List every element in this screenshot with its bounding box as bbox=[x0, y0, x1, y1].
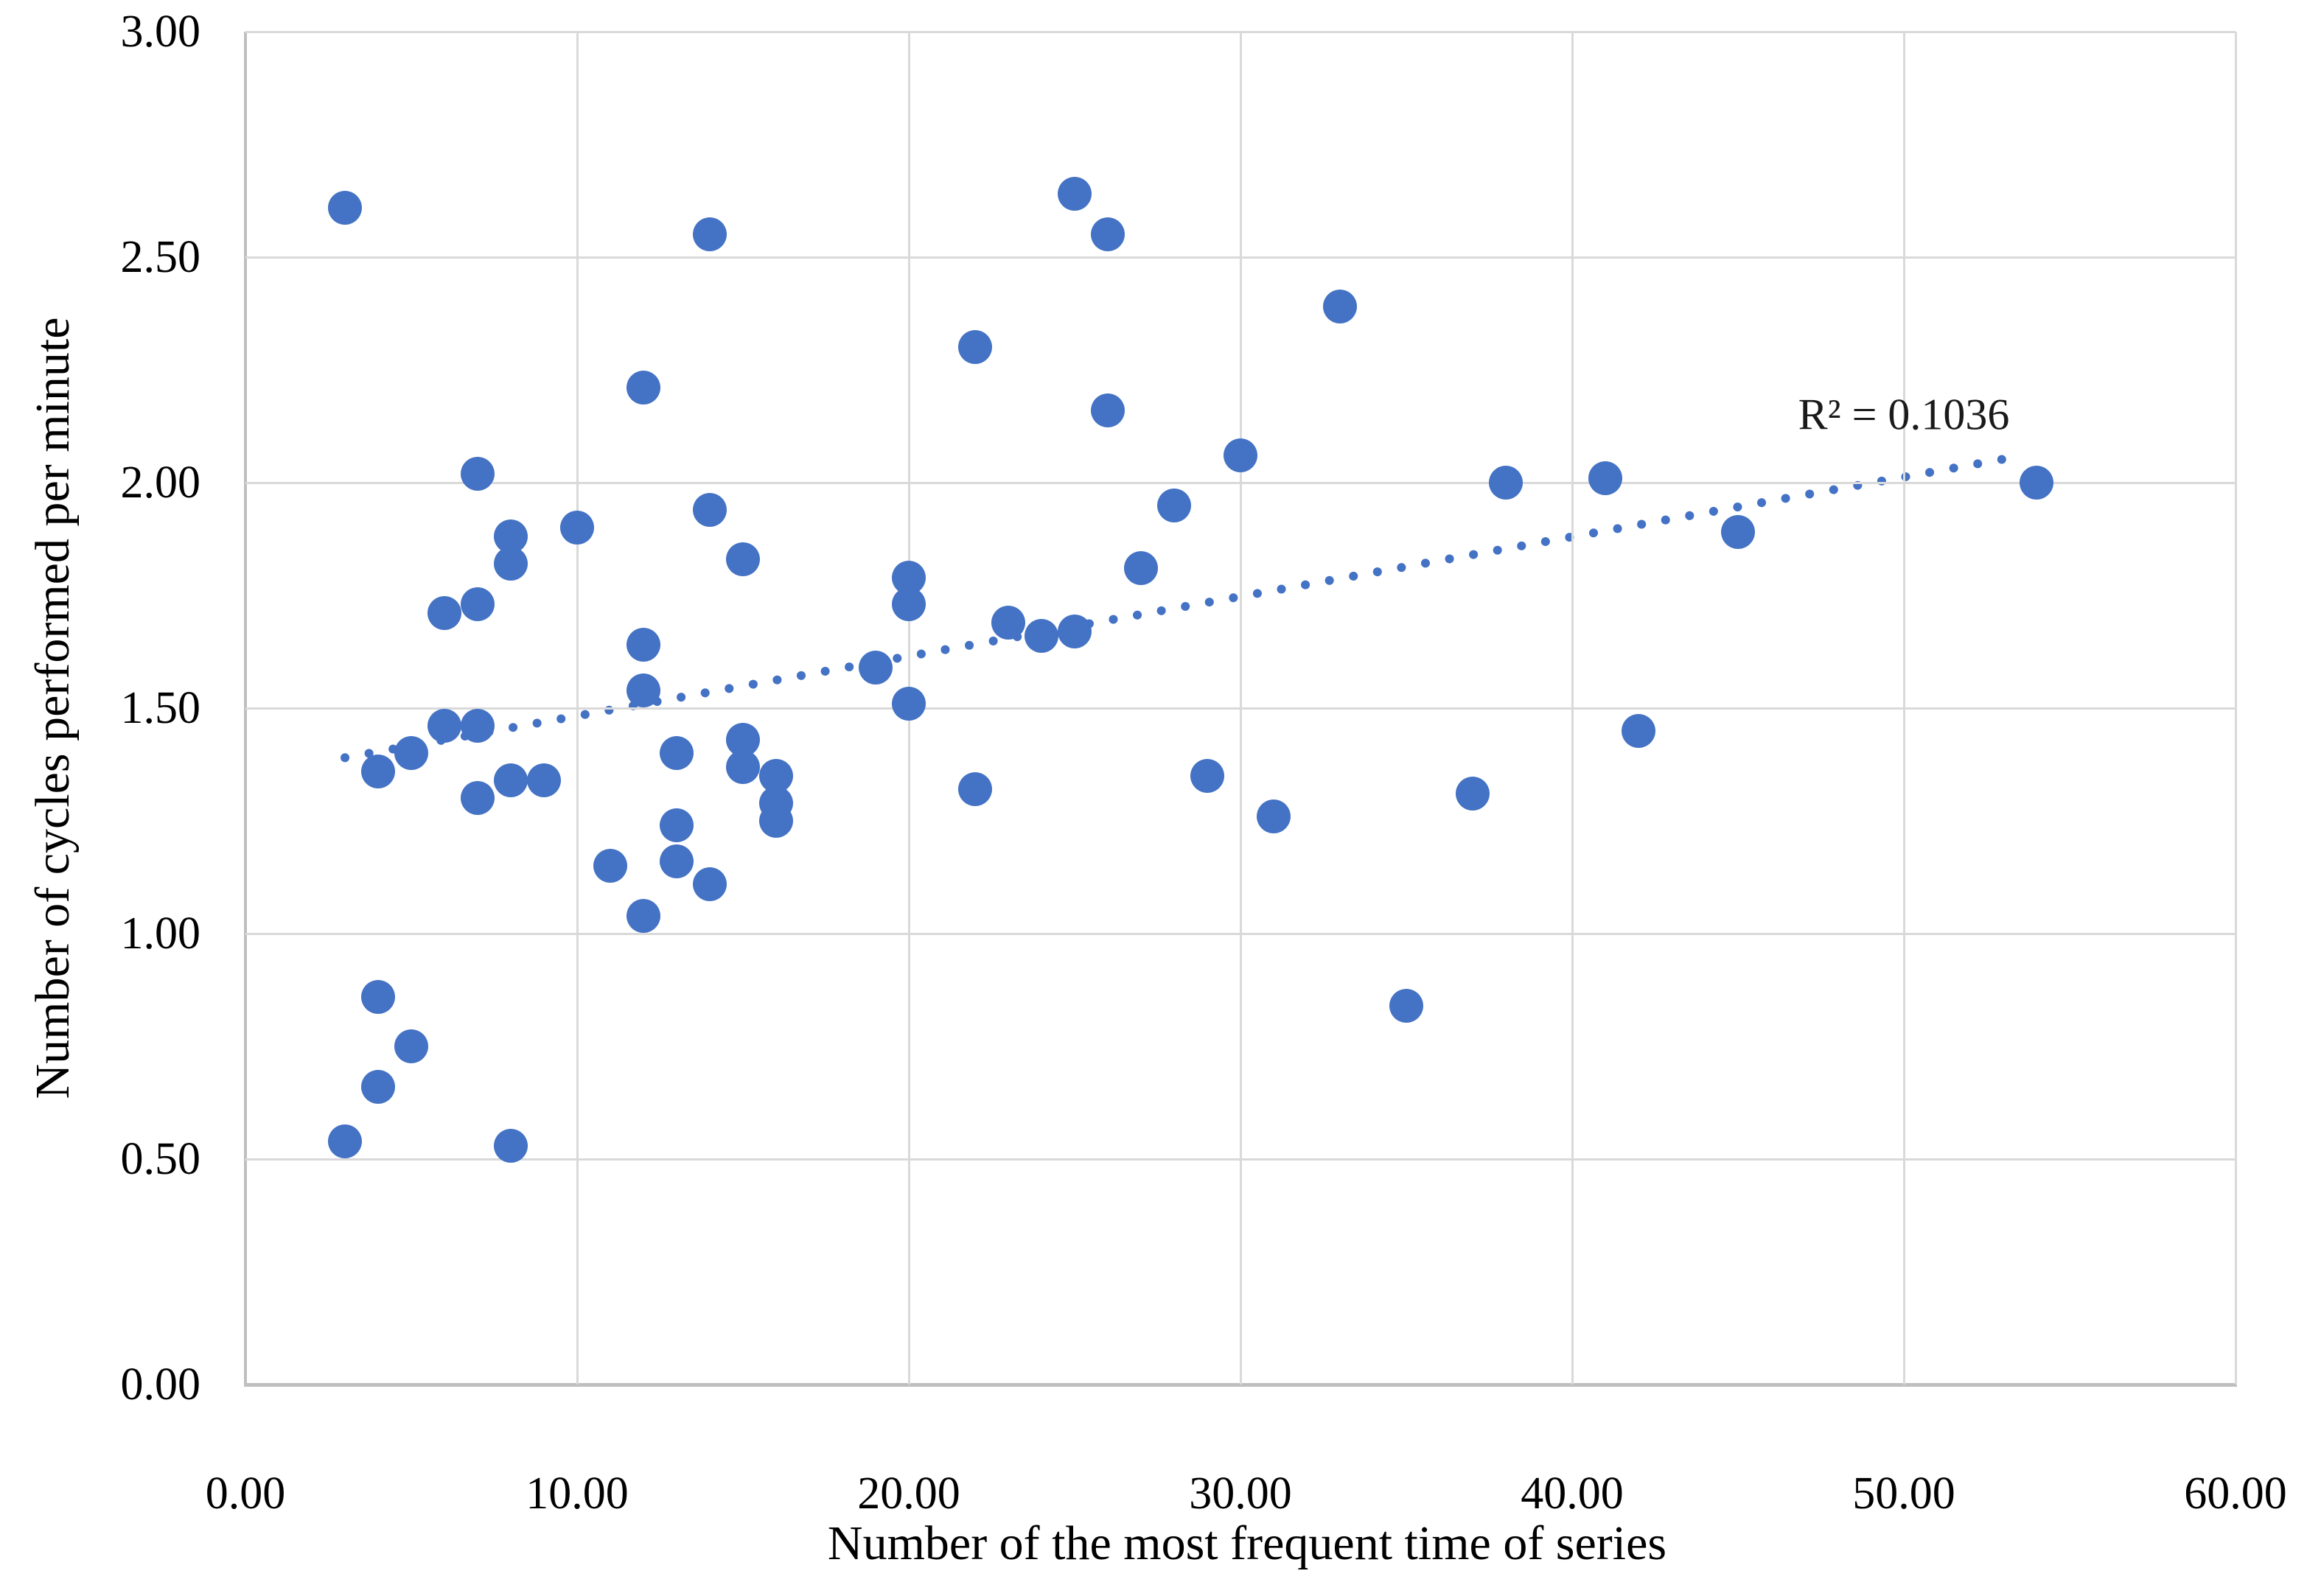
data-point bbox=[461, 587, 495, 622]
y-tick-label-0.00: 0.00 bbox=[120, 1359, 201, 1410]
v-gridline-60.00 bbox=[2234, 32, 2237, 1385]
data-point bbox=[693, 867, 727, 901]
x-tick-label-10.00: 10.00 bbox=[526, 1469, 629, 1519]
data-point bbox=[726, 749, 760, 784]
data-point bbox=[1157, 488, 1191, 522]
data-point bbox=[593, 849, 627, 883]
data-point bbox=[461, 781, 495, 816]
data-point bbox=[1721, 515, 1755, 550]
data-point bbox=[726, 542, 760, 577]
y-tick-label-2.50: 2.50 bbox=[120, 232, 201, 282]
v-gridline-40.00 bbox=[1571, 32, 1574, 1385]
x-tick-label-0.00: 0.00 bbox=[205, 1469, 286, 1519]
data-point bbox=[892, 587, 926, 622]
data-point bbox=[494, 547, 528, 581]
data-point bbox=[361, 979, 395, 1014]
x-tick-label-20.00: 20.00 bbox=[857, 1469, 960, 1519]
v-gridline-10.00 bbox=[576, 32, 579, 1385]
x-tick-label-40.00: 40.00 bbox=[1521, 1469, 1624, 1519]
data-point bbox=[1224, 438, 1257, 473]
v-gridline-30.00 bbox=[1239, 32, 1242, 1385]
data-point bbox=[693, 217, 727, 252]
data-point bbox=[627, 898, 660, 933]
plot-area bbox=[244, 30, 2237, 1387]
data-point bbox=[1489, 466, 1523, 500]
data-point bbox=[1091, 393, 1125, 428]
trendline-layer bbox=[341, 451, 2028, 763]
y-tick-label-1.00: 1.00 bbox=[120, 909, 201, 959]
data-point bbox=[660, 844, 694, 879]
data-point bbox=[627, 628, 660, 662]
data-point bbox=[1091, 217, 1125, 252]
v-gridline-50.00 bbox=[1902, 32, 1905, 1385]
data-point bbox=[494, 763, 528, 797]
data-point bbox=[627, 673, 660, 707]
data-point bbox=[1622, 713, 1655, 748]
r-squared-annotation: R² = 0.1036 bbox=[1798, 390, 2010, 439]
data-point bbox=[1323, 290, 1357, 324]
data-point bbox=[394, 736, 428, 771]
x-axis-title: Number of the most frequent time of seri… bbox=[827, 1516, 1667, 1570]
x-tick-label-60.00: 60.00 bbox=[2184, 1469, 2287, 1519]
x-tick-label-30.00: 30.00 bbox=[1189, 1469, 1292, 1519]
x-tick-label-50.00: 50.00 bbox=[1852, 1469, 1955, 1519]
y-tick-label-2.00: 2.00 bbox=[120, 458, 201, 508]
data-point bbox=[361, 1070, 395, 1105]
data-point bbox=[1389, 988, 1423, 1023]
data-point bbox=[328, 190, 362, 225]
data-point bbox=[759, 804, 793, 838]
data-point bbox=[693, 492, 727, 527]
y-tick-label-0.50: 0.50 bbox=[120, 1134, 201, 1184]
data-point bbox=[328, 1124, 362, 1158]
y-tick-label-1.50: 1.50 bbox=[120, 683, 201, 733]
y-tick-label-3.00: 3.00 bbox=[120, 7, 201, 57]
data-point bbox=[394, 1029, 428, 1063]
data-point bbox=[1025, 619, 1058, 654]
data-point bbox=[560, 511, 594, 545]
data-point bbox=[892, 686, 926, 721]
x-axis-line bbox=[244, 1383, 2237, 1387]
data-point bbox=[859, 650, 893, 685]
data-point bbox=[958, 330, 992, 365]
data-point bbox=[1588, 461, 1622, 495]
data-point bbox=[427, 709, 461, 743]
data-point bbox=[461, 456, 495, 491]
data-point bbox=[1190, 758, 1224, 793]
data-point bbox=[527, 763, 561, 797]
dotted-trendline bbox=[341, 451, 2028, 763]
data-point bbox=[461, 709, 495, 743]
data-point bbox=[1058, 177, 1092, 211]
data-point bbox=[1456, 777, 1490, 811]
data-point bbox=[494, 1128, 528, 1163]
data-point bbox=[1124, 551, 1158, 586]
data-point bbox=[958, 772, 992, 807]
data-point bbox=[427, 596, 461, 631]
data-point bbox=[627, 371, 660, 405]
data-point bbox=[361, 754, 395, 788]
data-point bbox=[660, 808, 694, 843]
data-point bbox=[2020, 466, 2053, 500]
data-point bbox=[660, 736, 694, 771]
data-point bbox=[1257, 799, 1291, 833]
data-point bbox=[1058, 614, 1092, 648]
data-point bbox=[991, 605, 1025, 640]
